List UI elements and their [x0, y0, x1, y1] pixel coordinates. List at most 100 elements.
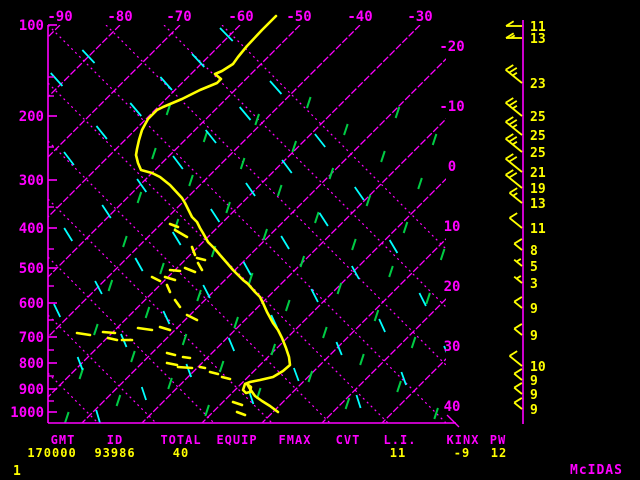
- dewpoint-trace-dash: [75, 331, 92, 337]
- moist-adiabat-dash: [281, 159, 293, 174]
- moist-adiabat-dash: [310, 288, 319, 303]
- pressure-tick-label: 800: [19, 356, 44, 372]
- mixing-ratio-dash: [159, 262, 165, 275]
- wind-barb: 9: [513, 296, 538, 317]
- mixing-ratio-dash: [425, 292, 431, 305]
- dewpoint-trace-dash: [198, 365, 207, 370]
- mixing-ratio-dash: [270, 343, 277, 356]
- dewpoint-trace-dash: [181, 355, 192, 360]
- footer-label-equip: EQUIP: [216, 433, 258, 447]
- wind-speed-label: 25: [530, 129, 546, 144]
- dewpoint-trace-dash: [231, 400, 244, 407]
- wind-speed-label: 11: [530, 222, 546, 237]
- mixing-ratio-dash: [344, 397, 351, 410]
- wind-speed-label: 5: [530, 260, 538, 275]
- wind-barb: 13: [508, 187, 546, 212]
- isotherm-line: [48, 25, 301, 278]
- dewpoint-trace-dash: [168, 268, 182, 273]
- mixing-ratio-dash: [239, 157, 246, 170]
- temperature-tick-label-right: 10: [444, 219, 461, 235]
- moist-adiabat-dash: [418, 292, 427, 307]
- footer-value-id: 93986: [94, 446, 136, 460]
- dry-adiabat-line: [48, 82, 389, 423]
- mixing-ratio-dash: [439, 248, 446, 261]
- wind-speed-label: 19: [530, 182, 546, 197]
- frame-number: 1: [13, 464, 21, 479]
- temperature-tick-label-top: -50: [286, 9, 311, 25]
- mixing-ratio-dash: [204, 404, 210, 417]
- wind-barb: 19: [505, 169, 546, 197]
- dewpoint-trace-dash: [176, 365, 194, 370]
- dewpoint-trace-dash: [220, 375, 232, 381]
- moist-adiabat-dash: [219, 27, 234, 42]
- isotherm-line: [48, 25, 361, 338]
- moist-adiabat-dash: [53, 303, 62, 318]
- footer-value-gmt: 170000: [27, 446, 77, 460]
- mixing-ratio-dash: [388, 265, 394, 278]
- dewpoint-trace-dash: [168, 222, 180, 229]
- dry-adiabat-line: [48, 140, 331, 423]
- mixing-ratio-dash: [276, 184, 283, 197]
- moist-adiabat-dash: [185, 363, 193, 378]
- mixing-ratio-dash: [233, 316, 239, 329]
- moist-adiabat-dash: [355, 394, 362, 409]
- footer-label-fmax: FMAX: [278, 433, 312, 447]
- pressure-tick-label: 300: [19, 173, 44, 189]
- mixing-ratio-dash: [433, 407, 439, 420]
- wind-speed-label: 9: [530, 403, 538, 418]
- mixing-ratio-dash: [328, 167, 335, 180]
- wind-barb: 8: [513, 238, 538, 259]
- pressure-tick-label: 700: [19, 330, 44, 346]
- mixing-ratio-dash: [202, 130, 209, 143]
- moist-adiabat-dash: [388, 239, 399, 254]
- moist-adiabat-dash: [443, 345, 446, 354]
- dewpoint-trace-dash: [163, 275, 177, 282]
- moist-adiabat-dash: [81, 49, 96, 64]
- dewpoint-trace-dash: [190, 245, 197, 257]
- moist-adiabat-dash: [238, 106, 252, 121]
- mixing-ratio-dash: [122, 235, 128, 248]
- temperature-tick-label-right: -20: [439, 39, 464, 55]
- mixing-ratio-dash: [196, 289, 202, 302]
- dewpoint-trace-dash: [196, 261, 204, 272]
- mixing-ratio-dash: [417, 177, 423, 190]
- mixing-ratio-dash: [373, 309, 380, 322]
- moist-adiabat-dash: [204, 129, 217, 144]
- wind-barb: 3: [513, 275, 538, 292]
- dewpoint-trace-dash: [136, 326, 154, 332]
- mixing-ratio-dash: [107, 279, 114, 292]
- mixing-ratio-dash: [307, 370, 314, 383]
- moist-adiabat-dash: [335, 341, 343, 356]
- mixing-ratio-dash: [181, 333, 188, 346]
- isotherm-line: [381, 358, 446, 423]
- moist-adiabat-dash: [269, 80, 283, 95]
- moist-adiabat-dash: [134, 257, 144, 272]
- moist-adiabat-dash: [202, 284, 211, 299]
- dewpoint-trace-dash: [165, 361, 179, 367]
- wind-barb: 11: [508, 212, 546, 237]
- dewpoint-trace-dash: [165, 283, 172, 294]
- footer-value-total: 40: [172, 446, 190, 460]
- moist-adiabat-dash: [50, 72, 64, 87]
- footer-value-pw: 12: [490, 446, 508, 460]
- mixing-ratio-dash: [299, 255, 306, 268]
- mixing-ratio-dash: [336, 282, 343, 295]
- wind-barb: 9: [513, 397, 538, 418]
- mixing-ratio-dash: [165, 103, 172, 116]
- pressure-tick-label: 900: [19, 382, 44, 398]
- mixing-ratio-dash: [314, 211, 320, 224]
- moist-adiabat-dash: [76, 356, 84, 371]
- temperature-tick-label-right: -10: [439, 99, 464, 115]
- pressure-tick-label: 600: [19, 296, 44, 312]
- pressure-tick-label: 500: [19, 261, 44, 277]
- pressure-tick-label: 200: [19, 109, 44, 125]
- wind-barb: 13: [505, 32, 546, 47]
- footer-label-total: TOTAL: [160, 433, 202, 447]
- grid-lines: [48, 25, 446, 423]
- temperature-trace: [134, 14, 292, 414]
- moist-adiabat-dash: [140, 386, 147, 401]
- wind-speed-label: 9: [530, 329, 538, 344]
- isotherm-line: [81, 58, 446, 423]
- moist-adiabat-dash: [293, 367, 300, 382]
